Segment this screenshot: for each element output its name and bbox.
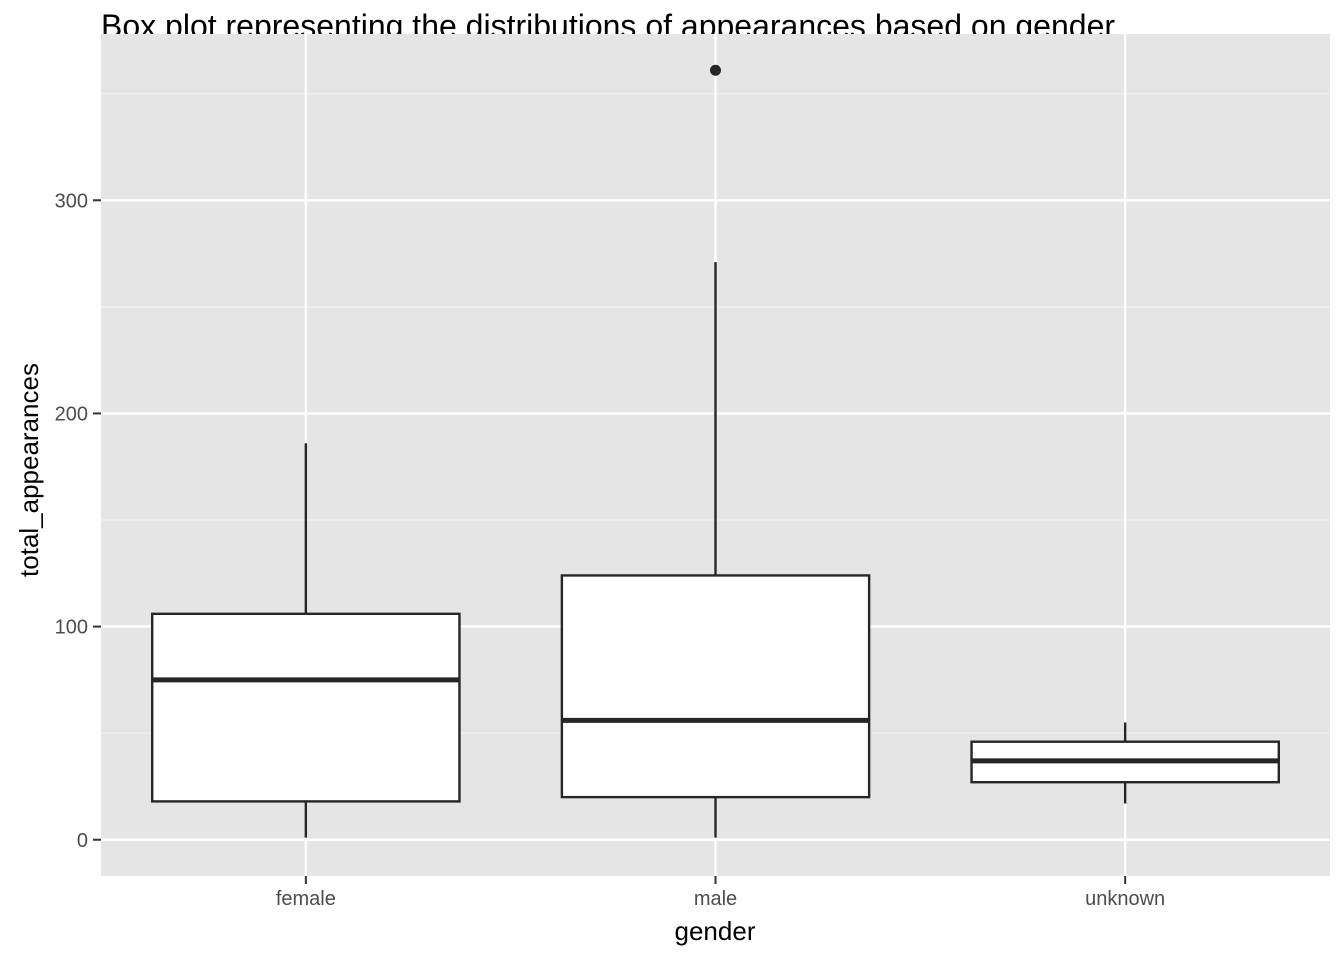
box-iqr [560, 574, 871, 799]
box-series [151, 64, 1280, 838]
y-tick-label: 200 [55, 403, 88, 425]
x-axis: female male unknown [276, 876, 1165, 910]
x-tick-label: male [694, 888, 737, 910]
y-axis: 0 100 200 300 [55, 190, 101, 852]
box-iqr [151, 612, 461, 803]
x-tick-label: female [276, 888, 336, 910]
y-tick-label: 300 [55, 190, 88, 212]
outlier-point [710, 64, 721, 76]
box-male [560, 64, 871, 838]
y-tick-label: 0 [77, 830, 88, 852]
box-unknown [970, 722, 1280, 804]
x-tick-label: unknown [1085, 888, 1165, 910]
box-female [151, 443, 461, 838]
y-axis-title: total_appearances [14, 363, 44, 577]
y-tick-label: 100 [55, 617, 88, 639]
x-axis-title: gender [675, 916, 756, 946]
